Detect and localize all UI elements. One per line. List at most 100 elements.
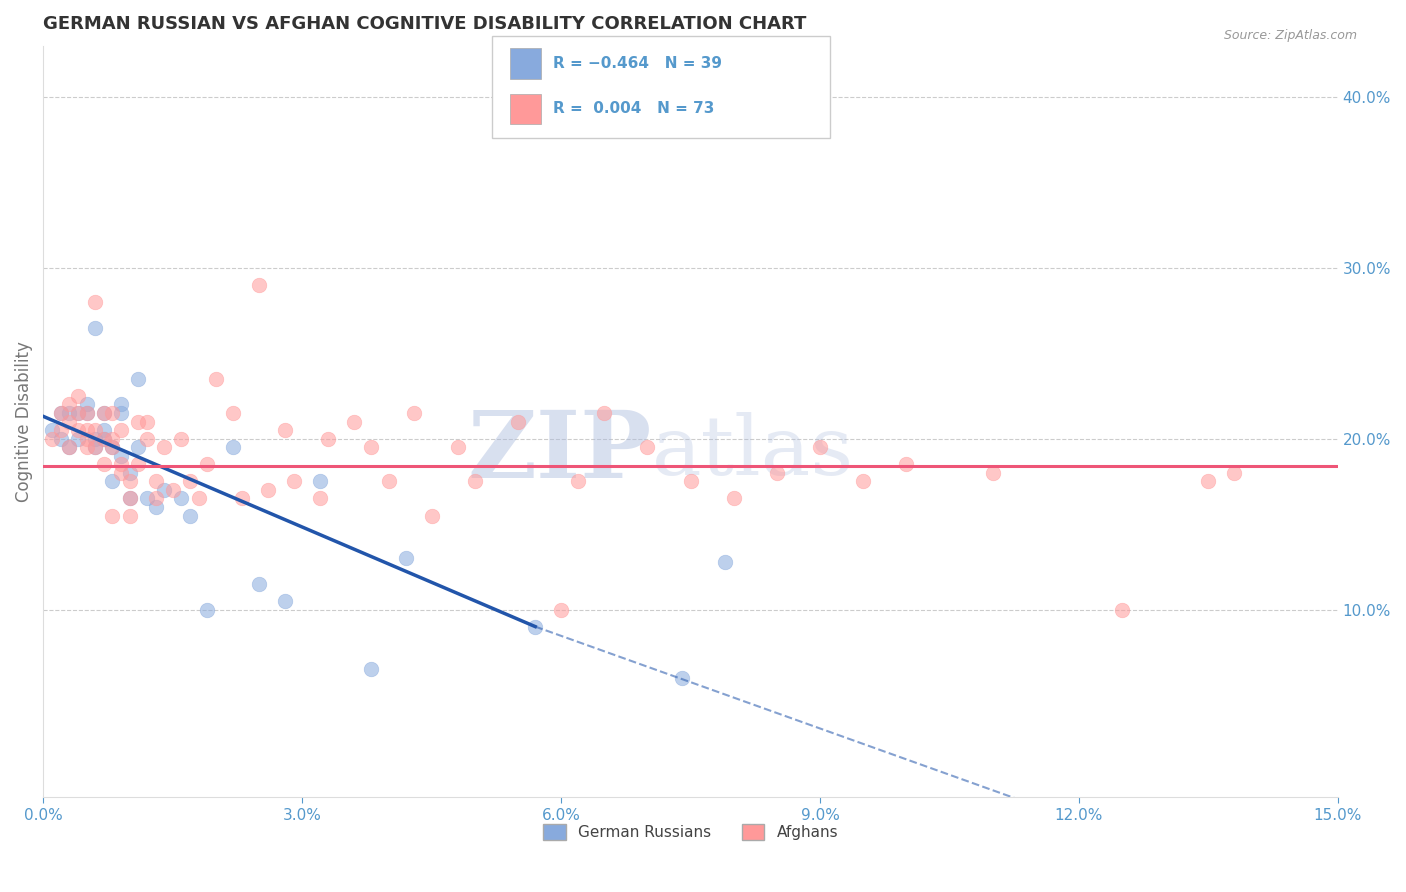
Y-axis label: Cognitive Disability: Cognitive Disability [15,341,32,502]
Point [118,491,141,506]
Point [179,508,201,523]
Point [93,432,115,446]
Point [852,475,875,489]
Point [101,508,124,523]
Point [404,406,426,420]
Point [153,483,176,497]
Point [66,432,89,446]
Point [274,594,297,608]
Text: GERMAN RUSSIAN VS AFGHAN COGNITIVE DISABILITY CORRELATION CHART: GERMAN RUSSIAN VS AFGHAN COGNITIVE DISAB… [44,15,807,33]
Point [593,406,616,420]
Point [49,406,72,420]
Point [464,475,486,489]
Point [110,406,132,420]
Point [723,491,745,506]
Point [145,475,167,489]
Point [1197,475,1219,489]
Point [49,406,72,420]
Point [41,432,63,446]
Point [84,423,107,437]
Point [93,423,115,437]
Point [84,440,107,454]
Point [506,415,529,429]
Text: ZIP: ZIP [467,407,652,497]
Point [136,491,159,506]
Point [256,483,278,497]
Point [420,508,443,523]
Point [308,475,330,489]
Point [49,423,72,437]
Point [58,406,80,420]
Point [76,440,98,454]
Point [118,475,141,489]
Point [118,491,141,506]
Point [101,432,124,446]
Point [679,475,702,489]
Point [66,406,89,420]
Point [110,449,132,463]
Point [101,440,124,454]
Point [127,372,149,386]
Point [84,295,107,310]
Point [162,483,184,497]
Point [446,440,468,454]
Point [274,423,297,437]
Point [195,457,218,471]
Point [93,457,115,471]
Point [247,277,270,292]
Point [567,475,589,489]
Point [179,475,201,489]
Point [76,406,98,420]
Point [283,475,305,489]
Point [377,475,399,489]
Point [93,432,115,446]
Point [360,662,382,676]
Point [308,491,330,506]
Point [765,466,787,480]
Point [41,423,63,437]
Point [127,415,149,429]
Point [110,466,132,480]
Point [110,397,132,411]
Point [145,491,167,506]
Legend: German Russians, Afghans: German Russians, Afghans [537,818,845,847]
Point [110,457,132,471]
Point [93,406,115,420]
Point [1111,602,1133,616]
Point [66,423,89,437]
Point [101,406,124,420]
Point [66,389,89,403]
Point [153,440,176,454]
Point [636,440,658,454]
Point [395,551,418,566]
Point [170,491,193,506]
Point [343,415,366,429]
Point [981,466,1004,480]
Point [101,440,124,454]
Point [524,619,547,633]
Point [84,432,107,446]
Point [205,372,228,386]
Point [136,432,159,446]
Point [58,415,80,429]
Point [222,406,245,420]
Point [118,466,141,480]
Point [49,432,72,446]
Point [145,500,167,514]
Point [195,602,218,616]
Point [84,440,107,454]
Point [714,555,737,569]
Point [127,440,149,454]
Point [222,440,245,454]
Point [247,577,270,591]
Point [231,491,253,506]
Point [170,432,193,446]
Point [136,415,159,429]
Point [84,320,107,334]
Point [76,397,98,411]
Point [110,423,132,437]
Point [76,406,98,420]
Point [118,508,141,523]
Point [93,406,115,420]
Point [58,440,80,454]
